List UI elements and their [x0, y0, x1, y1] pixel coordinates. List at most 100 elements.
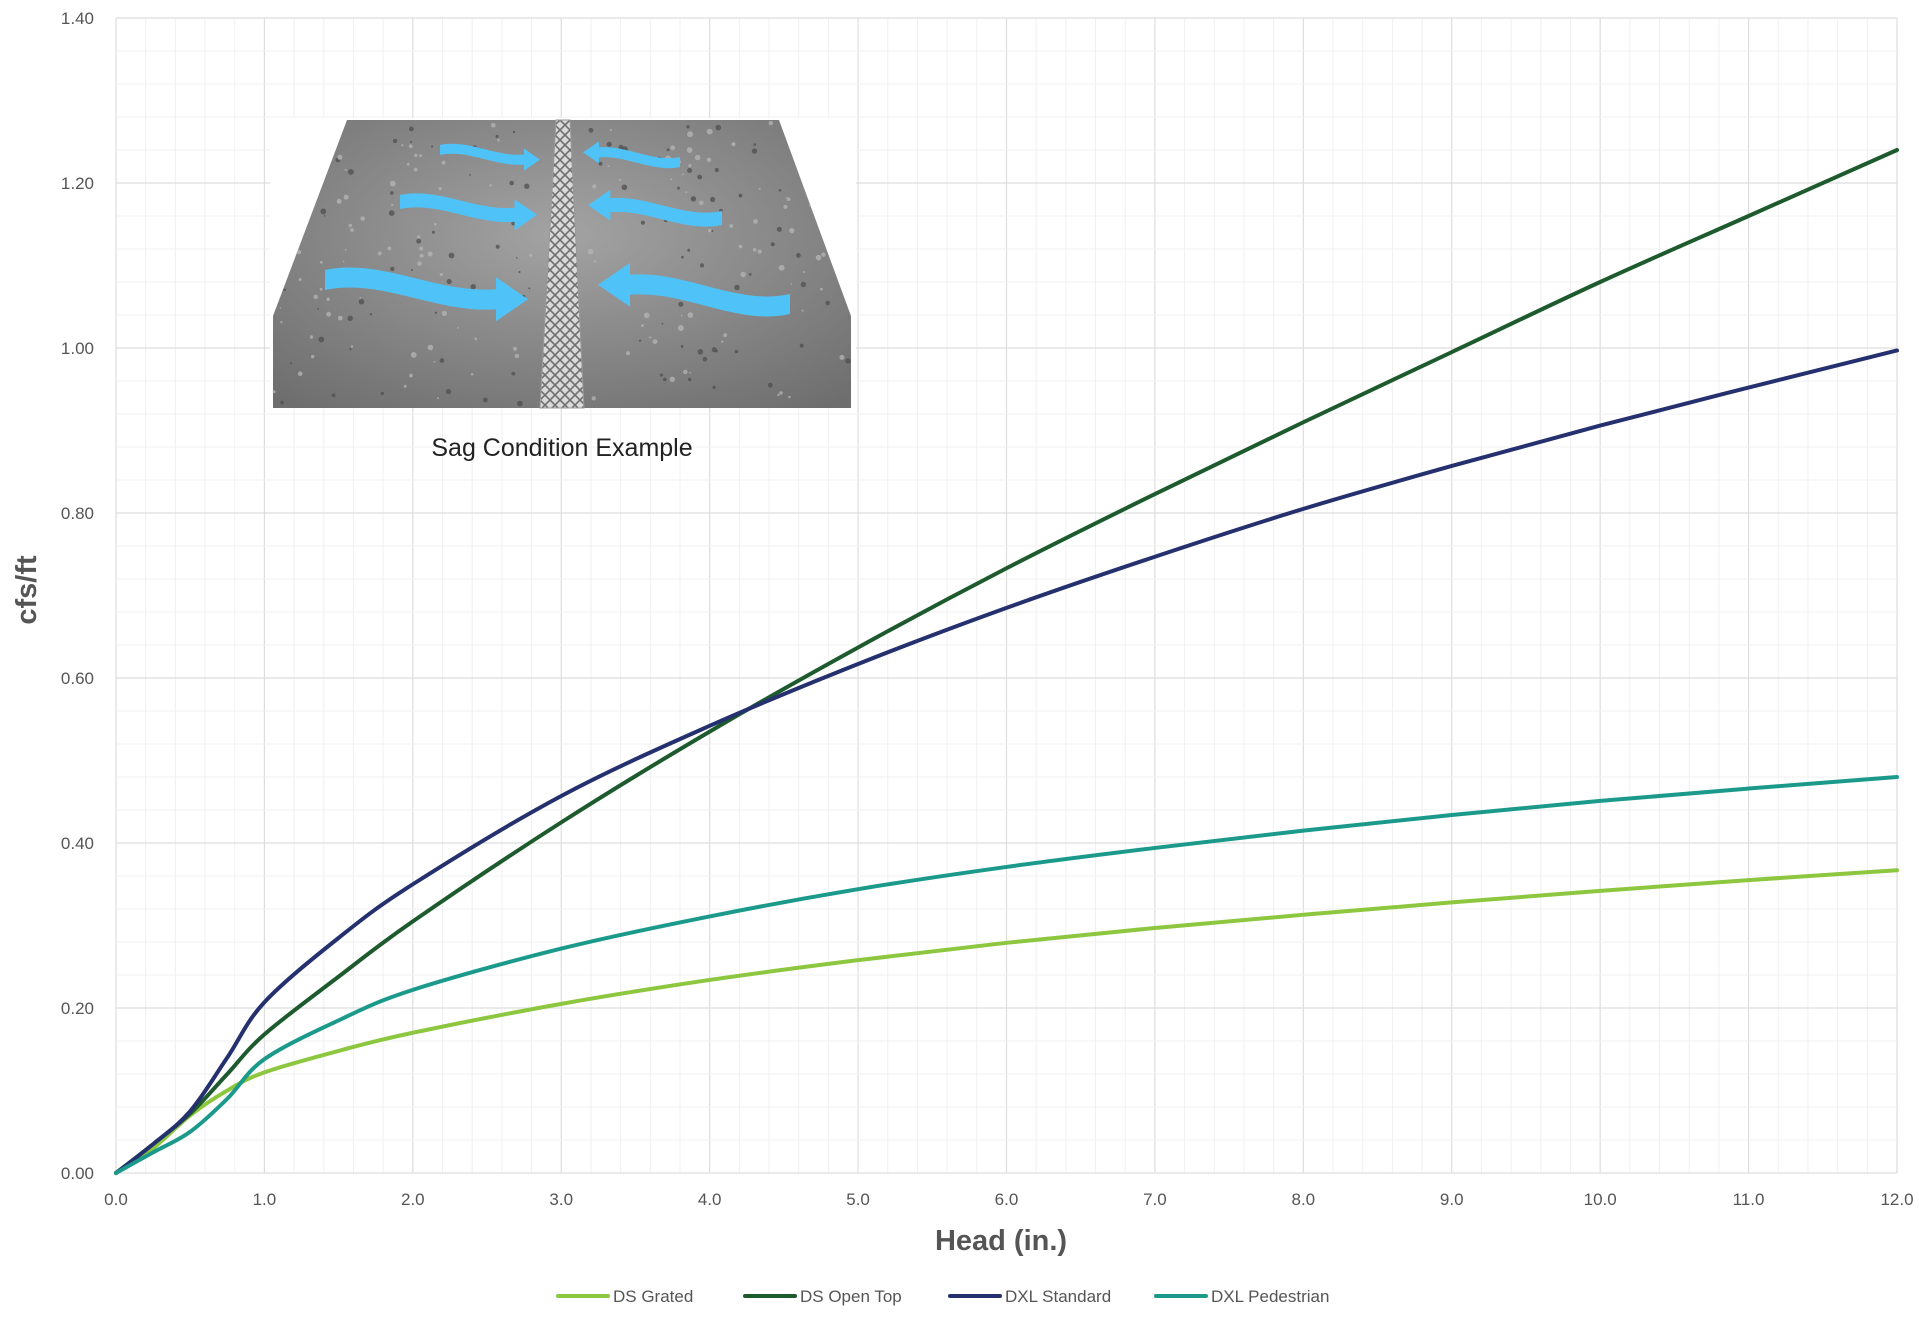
concrete-speckle: [682, 173, 684, 176]
concrete-speckle: [683, 369, 688, 375]
flow-arrow: [400, 193, 537, 231]
concrete-speckle: [272, 390, 276, 394]
concrete-speckle: [446, 278, 452, 285]
concrete-speckle: [438, 187, 442, 191]
concrete-speckle: [320, 208, 327, 215]
concrete-speckle: [390, 191, 394, 195]
concrete-speckle: [715, 349, 718, 353]
concrete-speckle: [358, 298, 365, 305]
concrete-speckle: [347, 315, 353, 321]
x-tick-label: 1.0: [253, 1190, 277, 1209]
concrete-speckle: [592, 184, 597, 189]
concrete-speckle: [377, 251, 382, 256]
concrete-speckle: [434, 223, 437, 226]
concrete-speckle: [669, 376, 675, 382]
legend: DS Grated DS Open Top DXL Standard DXL Pede…: [556, 1287, 1329, 1306]
concrete-speckle: [470, 373, 474, 376]
concrete-speckle: [652, 339, 658, 344]
concrete-speckle: [618, 178, 622, 181]
concrete-speckle: [723, 333, 728, 338]
concrete-speckle: [434, 311, 438, 314]
concrete-speckle: [431, 145, 434, 148]
concrete-speckle: [336, 198, 342, 204]
concrete-speckle: [448, 252, 455, 259]
concrete-speckle: [283, 288, 287, 292]
concrete-speckle: [618, 144, 624, 150]
concrete-speckle: [768, 120, 773, 126]
concrete-speckle: [820, 287, 823, 291]
series-line-ds-open-top: [114, 148, 1899, 1175]
concrete-speckle: [598, 161, 603, 166]
concrete-speckle: [337, 315, 343, 321]
concrete-speckle: [712, 385, 716, 389]
concrete-speckle: [721, 340, 724, 343]
concrete-speckle: [802, 271, 805, 273]
concrete-speckle: [469, 174, 471, 176]
concrete-speckle: [414, 153, 418, 158]
concrete-speckle: [445, 388, 452, 395]
concrete-speckle: [714, 167, 719, 173]
x-tick-label: 2.0: [401, 1190, 425, 1209]
concrete-speckle: [512, 130, 516, 134]
inset-caption: Sag Condition Example: [431, 434, 692, 462]
concrete-speckle: [528, 287, 531, 290]
concrete-speckle: [297, 371, 303, 377]
concrete-speckle: [680, 345, 684, 348]
concrete-speckle: [643, 312, 650, 319]
concrete-speckle: [348, 169, 354, 175]
y-tick-label: 0.40: [61, 834, 94, 853]
concrete-speckle: [779, 391, 783, 395]
concrete-speckle: [319, 287, 323, 291]
concrete-speckle: [515, 257, 518, 259]
legend-label: DS Grated: [613, 1287, 693, 1306]
concrete-speckle: [796, 253, 801, 258]
concrete-speckle: [311, 354, 315, 359]
concrete-speckle: [686, 125, 690, 129]
concrete-speckle: [524, 183, 530, 189]
concrete-speckle: [776, 226, 782, 232]
concrete-speckle: [409, 126, 414, 132]
concrete-speckle: [641, 324, 644, 327]
concrete-speckle: [697, 174, 703, 180]
concrete-speckle: [606, 141, 612, 147]
concrete-speckle: [678, 301, 684, 307]
y-tick-label: 0.00: [61, 1164, 94, 1183]
concrete-speckle: [801, 309, 804, 312]
concrete-speckle: [326, 311, 331, 317]
concrete-speckle: [789, 228, 795, 234]
flow-arrow: [583, 141, 680, 169]
concrete-speckle: [729, 224, 734, 228]
concrete-speckle: [677, 325, 684, 331]
concrete-speckle: [319, 260, 323, 264]
concrete-speckle: [441, 160, 446, 165]
concrete-speckle: [800, 281, 807, 288]
concrete-speckle: [702, 356, 708, 362]
concrete-speckle: [317, 308, 320, 310]
concrete-speckle: [518, 270, 521, 274]
y-tick-label: 0.20: [61, 999, 94, 1018]
concrete-speckle: [409, 373, 413, 378]
inset-trench-grate: [539, 119, 585, 409]
concrete-speckle: [663, 377, 667, 382]
concrete-speckle: [323, 215, 326, 217]
concrete-speckle: [626, 351, 630, 356]
x-tick-label: 5.0: [846, 1190, 870, 1209]
concrete-speckle: [517, 400, 523, 407]
concrete-speckle: [638, 339, 642, 342]
concrete-speckle: [392, 138, 398, 144]
concrete-speckle: [403, 384, 407, 388]
y-axis-title: cfs/ft: [11, 555, 43, 625]
concrete-speckle: [649, 336, 652, 339]
flow-arrow: [588, 189, 722, 227]
concrete-speckle: [670, 178, 673, 181]
concrete-speckle: [419, 253, 424, 258]
concrete-speckle: [529, 253, 533, 257]
y-tick-label: 0.60: [61, 669, 94, 688]
concrete-speckle: [280, 400, 284, 405]
concrete-speckle: [417, 235, 421, 239]
concrete-speckle: [326, 297, 330, 301]
concrete-speckle: [687, 312, 694, 318]
concrete-speckle: [799, 343, 804, 348]
concrete-speckle: [343, 194, 349, 200]
